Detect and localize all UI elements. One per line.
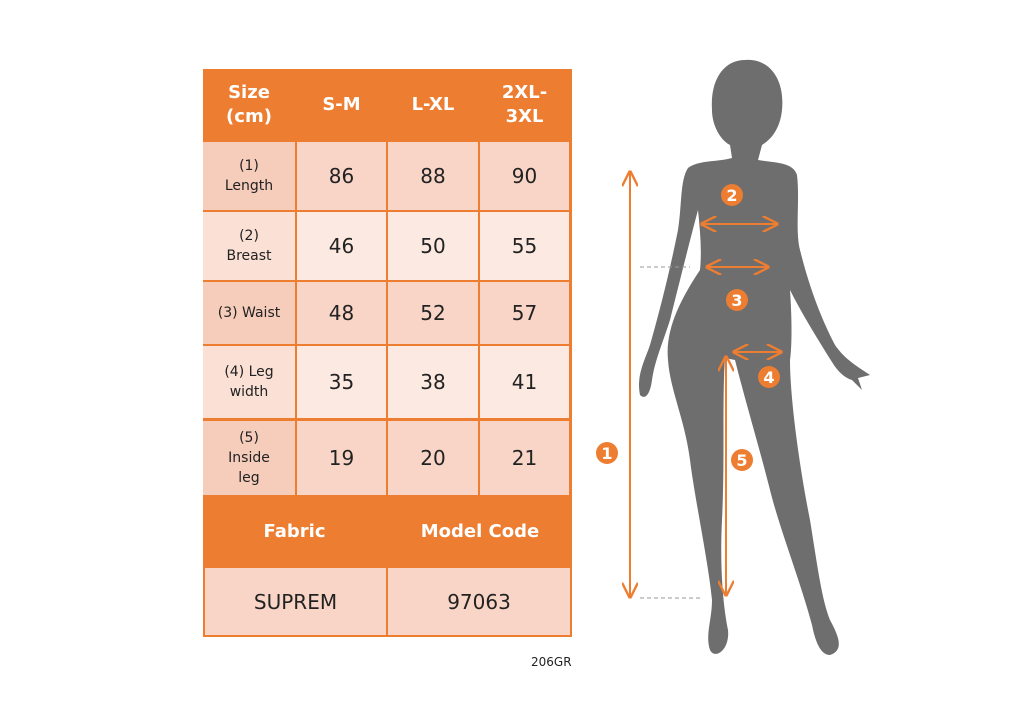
fabric-value: SUPREM: [205, 568, 386, 635]
footer-header-model-code: Model Code: [420, 520, 540, 542]
svg-text:1: 1: [601, 444, 612, 463]
marker-badge-3: 3: [726, 289, 748, 311]
marker-badge-2: 2: [721, 184, 743, 206]
guide-lines: [640, 266, 700, 599]
value-cell: 88: [388, 142, 478, 210]
value-cell: 90: [480, 142, 569, 210]
value-cell: 41: [480, 346, 569, 418]
value-cell: 20: [388, 421, 478, 495]
value-cell: 86: [297, 142, 386, 210]
header-cell: 2XL- 3XL: [501, 81, 548, 127]
marker-badge-5: 5: [731, 449, 753, 471]
value-cell: 50: [388, 212, 478, 280]
row-label: (2) Breast: [203, 212, 295, 280]
value-cell: 38: [388, 346, 478, 418]
footer-header-fabric: Fabric: [263, 520, 326, 542]
value-cell: 46: [297, 212, 386, 280]
svg-text:5: 5: [736, 451, 747, 470]
product-code: 206GR: [531, 655, 572, 669]
marker-badge-1: 1: [596, 442, 618, 464]
measurement-lines: [630, 172, 781, 597]
value-cell: 21: [480, 421, 569, 495]
row-label: (3) Waist: [203, 282, 295, 344]
row-label: (5) Inside leg: [203, 421, 295, 495]
header-cell: S-M: [322, 93, 361, 115]
header-cell: L-XL: [411, 93, 455, 115]
value-cell: 48: [297, 282, 386, 344]
svg-text:2: 2: [726, 186, 737, 205]
svg-text:4: 4: [763, 368, 774, 387]
size-chart-table: Size (cm) S-M L-XL 2XL- 3XL (1) Length 86 88 90 (2)…: [203, 69, 572, 637]
model-code-value: 97063: [388, 568, 570, 635]
svg-text:3: 3: [731, 291, 742, 310]
value-cell: 55: [480, 212, 569, 280]
header-cell: Size (cm): [226, 81, 272, 127]
row-label: (4) Leg width: [203, 346, 295, 418]
marker-badge-4: 4: [758, 366, 780, 388]
value-cell: 57: [480, 282, 569, 344]
silhouette: [639, 59, 870, 655]
value-cell: 52: [388, 282, 478, 344]
value-cell: 19: [297, 421, 386, 495]
value-cell: 35: [297, 346, 386, 418]
row-label: (1) Length: [203, 142, 295, 210]
